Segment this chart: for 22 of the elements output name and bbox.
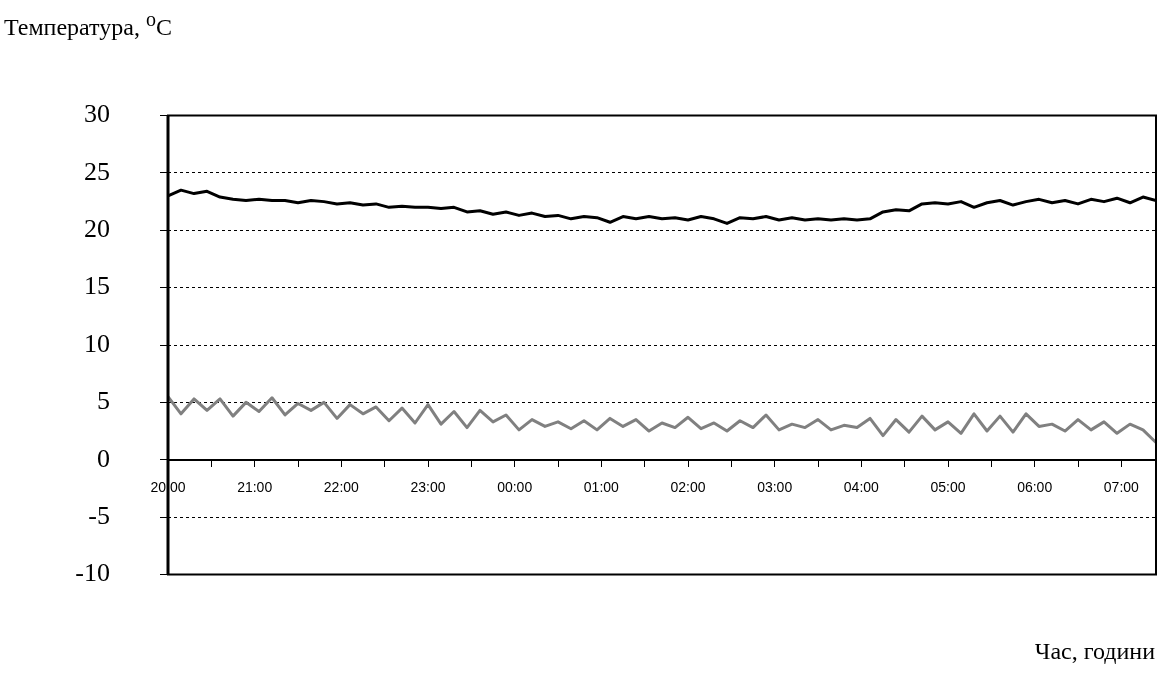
y-tick-label: 25 [84, 156, 110, 186]
x-tick-label: 01:00 [583, 478, 620, 495]
y-tick-label: -5 [88, 500, 110, 530]
x-tick-label: 02:00 [670, 478, 706, 495]
x-tick-label: 00:00 [497, 478, 533, 495]
y-tick-label: 20 [84, 214, 110, 244]
y-tick-label: 15 [84, 271, 110, 301]
x-tick-label: 05:00 [930, 478, 966, 495]
x-tick-label: 07:00 [1103, 478, 1140, 495]
x-axis-title: Час, години [1034, 638, 1155, 665]
y-tick-label: 0 [97, 443, 110, 473]
x-tick-label: 23:00 [410, 478, 446, 495]
x-tick-label: 03:00 [757, 478, 793, 495]
y-tick-label: -10 [75, 558, 110, 588]
y-tick-label: 5 [97, 386, 110, 416]
y-axis-title: Температура, $^{o}$C [4, 8, 172, 41]
x-tick-label: 21:00 [237, 478, 273, 495]
y-tick-label: 30 [84, 99, 110, 129]
x-tick-label: 04:00 [843, 478, 880, 495]
y-tick-label: 10 [84, 328, 110, 358]
x-tick-label: 22:00 [323, 478, 360, 495]
x-tick-label: 06:00 [1017, 478, 1053, 495]
